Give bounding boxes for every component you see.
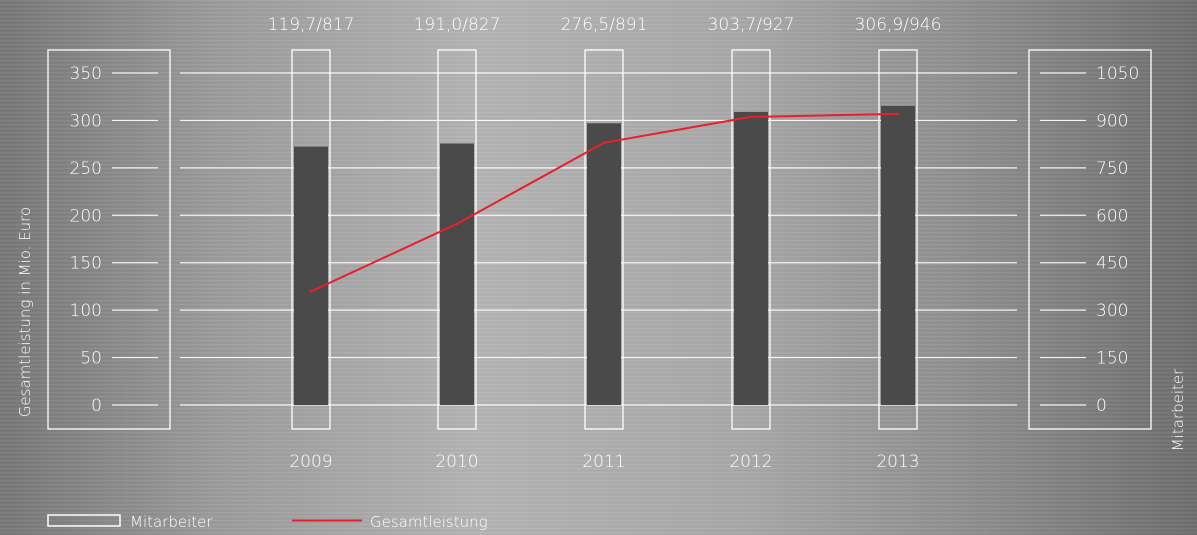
left-axis-box bbox=[47, 49, 171, 430]
y-tick-label: 300 bbox=[70, 111, 102, 131]
column-frame bbox=[291, 49, 331, 430]
y-tick-label: 250 bbox=[70, 159, 102, 179]
bar bbox=[881, 105, 915, 405]
y2-axis-title: Mitarbeiter bbox=[1169, 368, 1187, 451]
bar bbox=[734, 111, 768, 406]
column-frame bbox=[584, 49, 624, 430]
y2-tick-label: 150 bbox=[1096, 349, 1128, 369]
bar bbox=[587, 123, 621, 405]
y-tick-label: 350 bbox=[70, 64, 102, 84]
legend-label-line: Gesamtleistung bbox=[370, 513, 488, 531]
line-point bbox=[602, 141, 606, 144]
y2-tick-label: 1050 bbox=[1096, 64, 1139, 84]
y-tick-label: 50 bbox=[80, 349, 102, 369]
y-axis-title: Gesamtleistung in Mio. Euro bbox=[16, 207, 34, 417]
line-point bbox=[309, 290, 313, 293]
chart-labels: Gesamtleistung in Mio. Euro Mitarbeiter … bbox=[16, 15, 1187, 472]
legend-label-bar: Mitarbeiter bbox=[130, 513, 213, 531]
x-tick-label: 2013 bbox=[876, 452, 919, 472]
column-top-label: 276,5/891 bbox=[561, 15, 648, 35]
x-tick-label: 2011 bbox=[582, 452, 625, 472]
column-top-label: 303,7/927 bbox=[708, 15, 795, 35]
y-tick-label: 150 bbox=[70, 254, 102, 274]
y2-tick-label: 450 bbox=[1096, 254, 1128, 274]
y-tick-label: 200 bbox=[70, 206, 102, 226]
right-axis-box bbox=[1028, 49, 1152, 430]
legend: Mitarbeiter Gesamtleistung bbox=[47, 513, 488, 531]
line-series bbox=[309, 112, 900, 293]
column-frame bbox=[437, 49, 477, 430]
column-frames bbox=[291, 49, 918, 430]
y2-tick-label: 900 bbox=[1096, 111, 1128, 131]
y2-tick-label: 750 bbox=[1096, 159, 1128, 179]
y-tick-label: 0 bbox=[91, 396, 102, 416]
line-point bbox=[749, 115, 753, 119]
y2-tick-label: 300 bbox=[1096, 301, 1128, 321]
bar-series bbox=[294, 105, 915, 406]
line-point bbox=[896, 112, 900, 116]
bar bbox=[294, 146, 328, 406]
y2-tick-label: 0 bbox=[1096, 396, 1107, 416]
column-top-label: 191,0/827 bbox=[414, 15, 501, 35]
y2-tick-label: 600 bbox=[1096, 206, 1128, 226]
x-tick-label: 2009 bbox=[289, 452, 332, 472]
column-top-label: 119,7/817 bbox=[268, 15, 355, 35]
legend-swatch-bar bbox=[47, 514, 121, 527]
column-top-label: 306,9/946 bbox=[855, 15, 942, 35]
y-tick-label: 100 bbox=[70, 301, 102, 321]
line-point bbox=[455, 222, 459, 226]
x-tick-label: 2010 bbox=[435, 452, 478, 472]
bar bbox=[440, 143, 474, 405]
column-frame bbox=[878, 49, 918, 430]
column-frame bbox=[731, 49, 771, 430]
x-tick-label: 2012 bbox=[729, 452, 772, 472]
